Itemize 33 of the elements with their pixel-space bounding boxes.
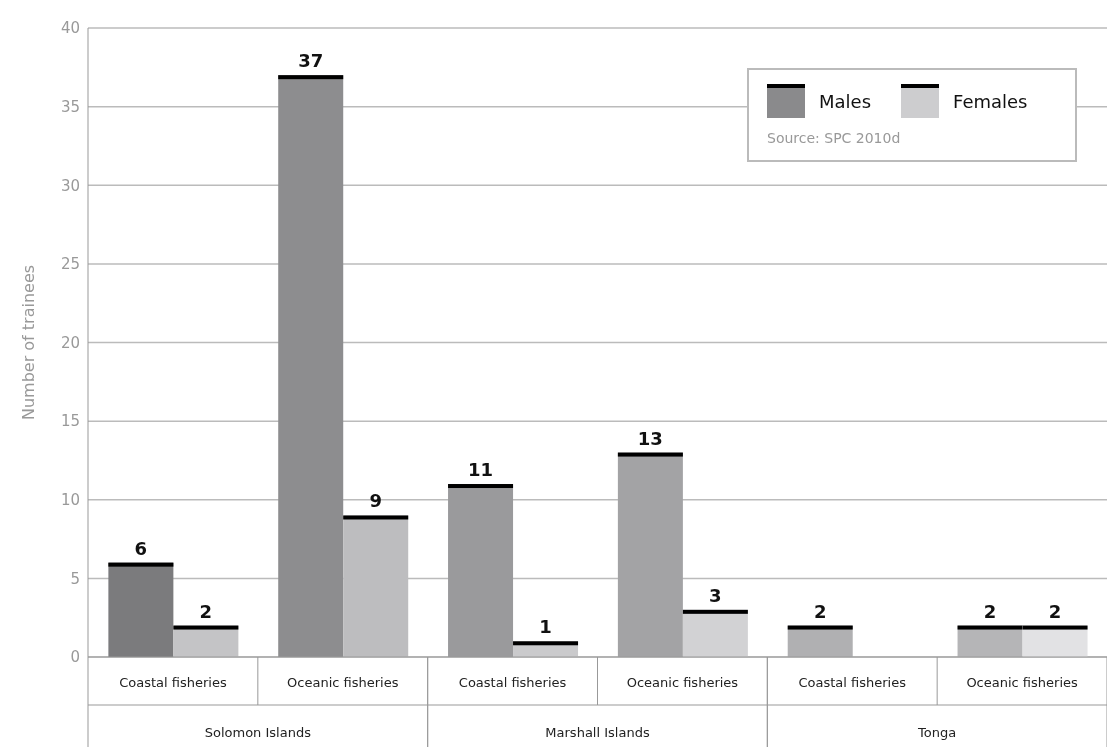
data-label: 3 [709,584,722,606]
data-label: 2 [983,600,997,622]
y-tick-label: 25 [60,255,80,274]
y-tick-label: 0 [70,648,80,667]
x-tick-label: Oceanic fisheries [626,675,739,690]
text: Tonga [917,725,957,740]
y-tick-label: 10 [60,491,80,510]
data-label: 6 [134,537,148,559]
x-tick-label: Coastal fisheries [119,675,227,690]
text: Solomon Islands [204,725,312,740]
data-label: 2 [813,600,827,622]
data-label: 11 [468,459,494,481]
y-tick-label: 30 [60,176,80,195]
y-axis-title: Number of trainees [18,264,38,421]
data-label: 2 [199,600,213,622]
y-tick-label: 40 [60,19,80,38]
data-label: 2 [1048,600,1062,622]
x-tick-label: Coastal fisheries [458,675,567,690]
x-tick-label: Oceanic fisheries [966,675,1079,690]
data-label: 37 [298,50,324,72]
data-label: 13 [637,427,663,449]
y-tick-label: 35 [60,97,80,116]
text: Marshall Islands [545,725,650,740]
data-label: 1 [539,616,552,638]
annotation: Source: SPC 2010d [767,130,902,146]
y-tick-label: 20 [60,333,80,352]
data-label: 9 [369,490,382,512]
x-tick-label: Coastal fisheries [798,675,907,690]
y-tick-label: 5 [70,569,80,588]
legend-label: Females [953,90,1028,112]
x-tick-label: Oceanic fisheries [287,675,399,690]
y-tick-label: 15 [60,412,80,431]
legend-label: Males [819,90,872,112]
